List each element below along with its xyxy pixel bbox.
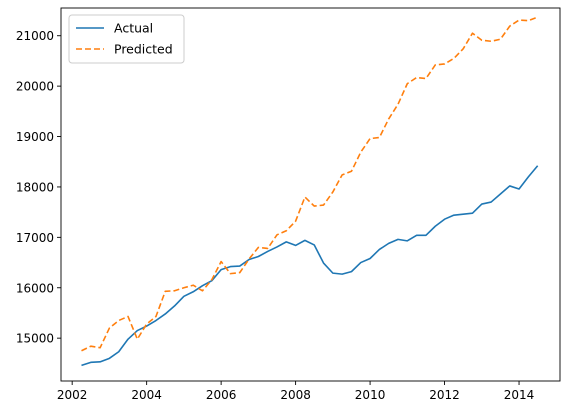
y-tick-label: 19000 — [16, 130, 54, 144]
y-tick-label: 17000 — [16, 231, 54, 245]
series-line-actual — [81, 165, 539, 367]
x-tick-label: 2002 — [57, 388, 88, 402]
y-tick-label: 21000 — [16, 29, 54, 43]
x-tick-label: 2014 — [504, 388, 535, 402]
x-tick-label: 2012 — [429, 388, 460, 402]
x-tick-label: 2004 — [131, 388, 162, 402]
legend: Actual Predicted — [68, 14, 185, 64]
plot-area — [61, 8, 560, 381]
series-line-predicted — [81, 16, 538, 352]
x-tick-label: 2010 — [355, 388, 386, 402]
y-tick-label: 16000 — [16, 281, 54, 295]
plot-frame — [60, 7, 561, 382]
y-tick-label: 20000 — [16, 80, 54, 94]
x-tick-label: 2008 — [280, 388, 311, 402]
y-tick-label: 18000 — [16, 180, 54, 194]
x-tick-label: 2006 — [206, 388, 237, 402]
legend-label-actual: Actual — [114, 21, 153, 36]
series-layer — [81, 16, 539, 367]
axes-layer: 2002 2004 2006 2008 2010 2012 2014 15000 16000 17… — [16, 7, 561, 402]
y-tick-label: 15000 — [16, 332, 54, 346]
legend-box — [68, 14, 185, 64]
legend-label-predicted: Predicted — [114, 42, 173, 57]
